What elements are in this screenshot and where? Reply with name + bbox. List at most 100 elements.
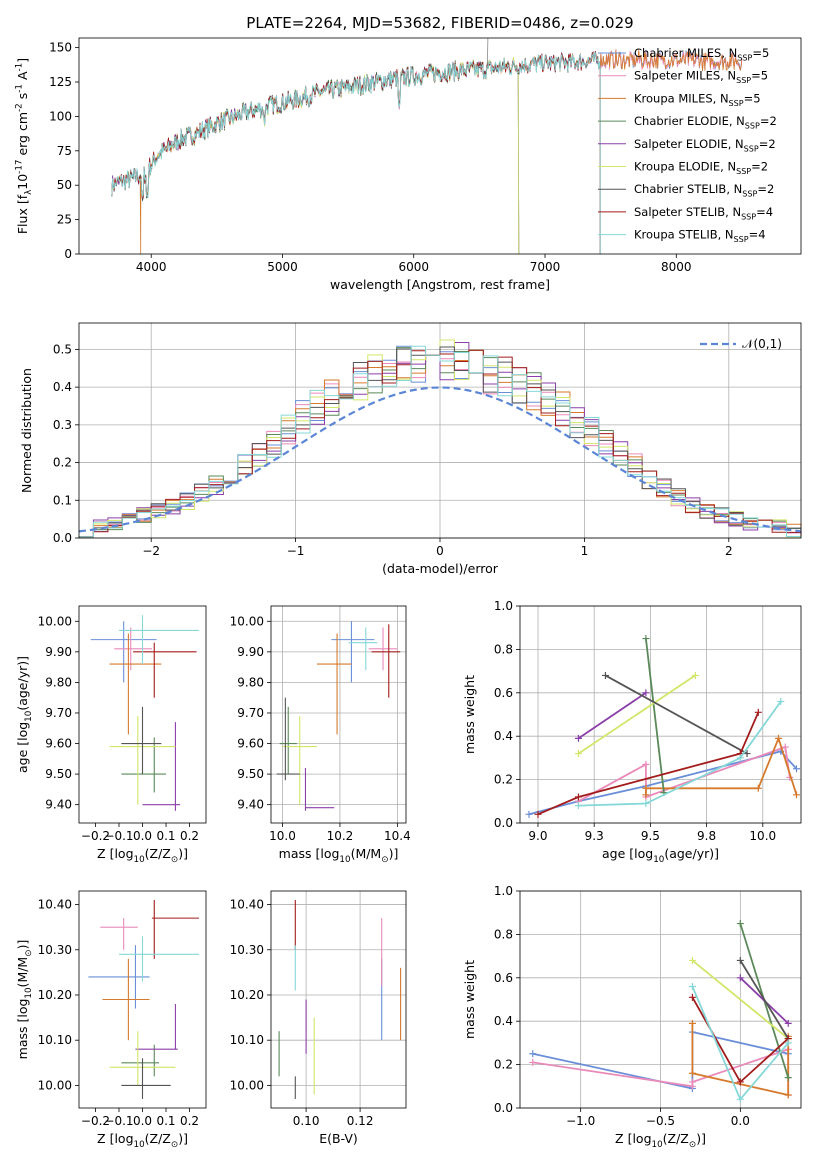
legend-entry: Salpeter STELIB, NSSP​=4 [634, 205, 773, 221]
x-tick-label: −0.1 [104, 829, 133, 843]
y-tick-label: 9.60 [45, 737, 72, 751]
x-tick-label: 9.0 [528, 829, 547, 843]
y-tick-label: 0 [64, 247, 72, 261]
x-axis-label: Z [log10​(Z/Z⊙​)] [615, 1131, 706, 1150]
x-tick-label: 10.4 [384, 829, 411, 843]
weight-marker [642, 635, 650, 643]
y-tick-label: 75 [57, 144, 72, 158]
spectrum-series-8 [111, 52, 601, 254]
errorbar-point-3 [121, 737, 167, 793]
weight-line [645, 638, 665, 793]
y-tick-label: 0.8 [494, 642, 513, 656]
weight-marker [642, 784, 650, 792]
errorbar-point-6 [276, 697, 300, 781]
errorbar-point-7 [151, 900, 199, 959]
y-tick-label: 10.00 [38, 614, 72, 628]
x-tick-label: 0.10 [293, 1114, 320, 1128]
weight-marker [736, 920, 744, 928]
x-tick-label: −1 [287, 544, 305, 558]
x-tick-label: −1.0 [566, 1114, 595, 1128]
axes-frame [270, 605, 407, 824]
errorbar-point-8 [348, 627, 378, 671]
spectrum-emission-spike [486, 37, 489, 69]
panel-mass_vs_EBV: 0.10 0.12 10.00 10.10 10.20 10.30 10.40 E(B-V) [230, 890, 407, 1146]
weight-marker [574, 734, 582, 742]
x-tick-label: 10.0 [749, 829, 776, 843]
y-tick-label: 10.00 [230, 614, 264, 628]
errorbar-point-0 [88, 945, 150, 1009]
legend: Chabrier MILES, NSSP​=5 Salpeter MILES, N… [598, 46, 777, 244]
y-tick-label: 9.40 [45, 798, 72, 812]
weight-marker [642, 799, 650, 807]
x-tick-label: 0.12 [347, 1114, 374, 1128]
errorbar-point-2 [109, 633, 162, 735]
weight-series-4 [574, 689, 650, 742]
x-tick-label: 0.0 [731, 1114, 750, 1128]
x-axis-label: Z [log10​(Z/Z⊙​)] [97, 846, 188, 865]
weight-line [577, 692, 647, 740]
y-tick-label: 9.80 [237, 675, 264, 689]
weight-series-8 [574, 697, 785, 810]
weight-marker [691, 671, 699, 679]
errorbar-point-6 [121, 1058, 171, 1099]
weight-marker [574, 793, 582, 801]
plot-area [78, 339, 802, 538]
weight-line [739, 959, 789, 1040]
spectrum-series-7 [111, 51, 601, 254]
y-tick-label: 0.2 [494, 773, 513, 787]
panel-weight_vs_age: 9.0 9.3 9.5 9.8 10.0 0.0 0.2 0.4 0.6 0.8 1.0 age [l… [462, 599, 802, 865]
y-tick-label: 0.6 [494, 971, 513, 985]
y-tick-label: 150 [49, 41, 72, 55]
y-tick-label: 10.20 [230, 988, 264, 1002]
axes-frame [270, 890, 407, 1109]
y-tick-label: 9.90 [237, 645, 264, 659]
y-tick-label: 9.50 [237, 767, 264, 781]
weight-marker [781, 743, 789, 751]
legend-entry: Kroupa ELODIE, NSSP​=2 [634, 160, 768, 176]
y-tick-label: 100 [49, 109, 72, 123]
errorbar-point-5 [282, 716, 317, 805]
y-tick-label: 9.40 [237, 798, 264, 812]
errorbar-point-4 [135, 1004, 178, 1050]
weight-marker [784, 1039, 792, 1047]
weight-marker [688, 1069, 696, 1077]
x-tick-label: 9.3 [585, 829, 604, 843]
panel-weight_vs_Z: −1.0 −0.5 0.0 0.0 0.2 0.4 0.6 0.8 1.0 Z [log10​(Z… [462, 884, 802, 1150]
y-tick-label: 10.10 [38, 1033, 72, 1047]
legend-entry: Chabrier MILES, NSSP​=5 [634, 46, 769, 62]
y-tick-label: 0.1 [53, 493, 72, 507]
panel-mass_vs_Z: −0.2−0.1 0.0 0.1 0.2 10.00 10.10 10.20 10.30 10.… [15, 890, 207, 1150]
x-tick-label: 10.0 [269, 829, 296, 843]
x-tick-label: 5000 [267, 260, 298, 274]
weight-line [691, 959, 789, 1040]
weight-marker [642, 791, 650, 799]
y-tick-label: 10.20 [38, 988, 72, 1002]
y-tick-label: 25 [57, 213, 72, 227]
errorbar-point-4 [142, 722, 181, 811]
weight-marker [688, 1078, 696, 1086]
y-tick-label: 0.4 [494, 1014, 513, 1028]
x-tick-label: 0.1 [156, 829, 175, 843]
x-tick-label: 9.8 [697, 829, 716, 843]
y-tick-label: 10.10 [230, 1033, 264, 1047]
y-axis-label: Normed distribution [19, 368, 34, 493]
weight-series-2 [642, 734, 801, 799]
x-axis-label: mass [log10​(M/M⊙​)] [279, 846, 399, 865]
weight-marker [529, 1058, 537, 1066]
weight-line [577, 674, 696, 755]
x-tick-label: 0.0 [133, 1114, 152, 1128]
y-tick-label: 10.00 [230, 1078, 264, 1092]
y-tick-label: 0.0 [494, 1101, 513, 1115]
errorbar-point-2 [102, 958, 150, 1041]
y-tick-label: 50 [57, 178, 72, 192]
weight-marker [777, 697, 785, 705]
x-axis-label: E(B-V) [319, 1131, 358, 1146]
y-tick-label: 10.00 [38, 1078, 72, 1092]
errorbar-point-0 [90, 621, 157, 683]
weight-series-8 [688, 982, 792, 1103]
plot-area [88, 900, 199, 1099]
x-tick-label: 9.5 [641, 829, 660, 843]
weight-line [577, 745, 791, 803]
plot-area [525, 635, 801, 818]
